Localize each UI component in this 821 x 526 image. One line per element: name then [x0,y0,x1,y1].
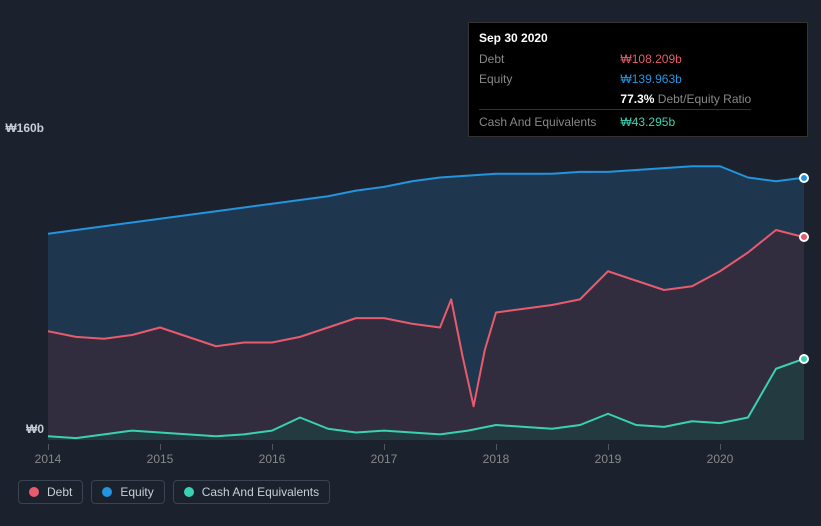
legend-label: Debt [47,485,72,499]
tooltip-row-value: 77.3% Debt/Equity Ratio [620,89,751,110]
x-tick-label: 2017 [371,452,398,466]
tooltip-row-value: ₩43.295b [620,110,751,133]
x-tick-label: 2019 [595,452,622,466]
legend-swatch [102,487,112,497]
tooltip-table: Debt ₩108.209b Equity ₩139.963b 77.3% De… [479,49,751,132]
series-end-marker [799,232,809,242]
legend-swatch [29,487,39,497]
x-tick-label: 2018 [483,452,510,466]
tooltip-date: Sep 30 2020 [479,29,797,47]
x-tick [608,444,609,450]
legend-label: Cash And Equivalents [202,485,319,499]
legend-item-cash[interactable]: Cash And Equivalents [173,480,330,504]
x-tick [160,444,161,450]
tooltip-row-value: ₩108.209b [620,49,751,69]
legend-item-equity[interactable]: Equity [91,480,164,504]
tooltip-row-label: Cash And Equivalents [479,110,620,133]
hover-tooltip: Sep 30 2020 Debt ₩108.209b Equity ₩139.9… [468,22,808,137]
x-tick [272,444,273,450]
chart-plot[interactable] [48,140,804,440]
series-end-marker [799,354,809,364]
y-tick-max: ₩160b [0,121,44,135]
x-tick-label: 2014 [35,452,62,466]
tooltip-row-label: Debt [479,49,620,69]
tooltip-row-label: Equity [479,69,620,89]
tooltip-row-label [479,89,620,110]
y-tick-min: ₩0 [0,422,44,436]
x-tick [384,444,385,450]
x-tick-label: 2015 [147,452,174,466]
series-end-marker [799,173,809,183]
legend-swatch [184,487,194,497]
legend-item-debt[interactable]: Debt [18,480,83,504]
tooltip-row-value: ₩139.963b [620,69,751,89]
x-tick [720,444,721,450]
x-tick [48,444,49,450]
x-tick [496,444,497,450]
legend: Debt Equity Cash And Equivalents [18,480,330,504]
x-tick-label: 2020 [707,452,734,466]
legend-label: Equity [120,485,153,499]
x-tick-label: 2016 [259,452,286,466]
